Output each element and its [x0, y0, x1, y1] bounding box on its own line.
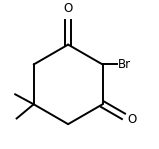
Text: O: O [128, 113, 137, 126]
Text: O: O [63, 3, 73, 15]
Text: Br: Br [118, 58, 131, 71]
